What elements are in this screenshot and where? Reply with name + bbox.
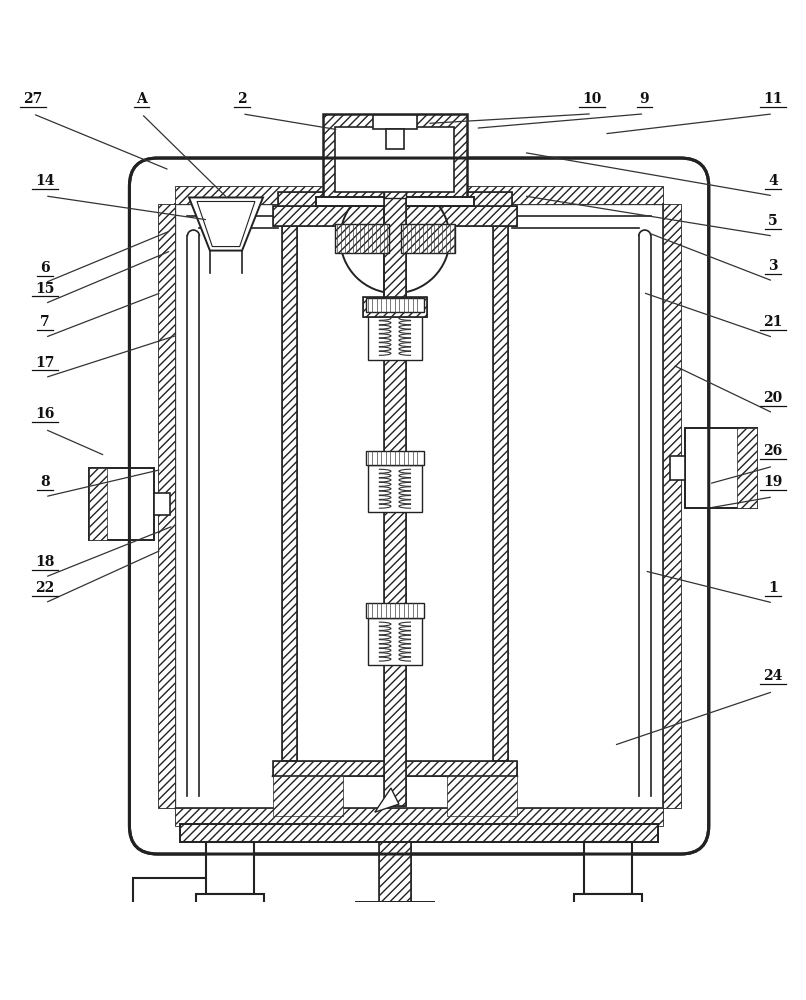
Bar bbox=[185, 947, 222, 979]
Bar bbox=[206, 842, 254, 894]
Bar bbox=[384, 166, 406, 198]
Bar bbox=[134, 878, 226, 947]
Bar bbox=[272, 206, 517, 226]
Bar bbox=[180, 979, 232, 993]
Bar bbox=[363, 166, 427, 184]
Bar bbox=[379, 842, 411, 902]
Bar bbox=[366, 298, 424, 312]
Text: 27: 27 bbox=[23, 92, 43, 106]
Text: 2: 2 bbox=[237, 92, 247, 106]
Bar bbox=[493, 226, 508, 761]
Polygon shape bbox=[189, 197, 263, 251]
Text: 16: 16 bbox=[35, 407, 55, 421]
Bar bbox=[278, 192, 512, 206]
Text: 15: 15 bbox=[35, 282, 55, 296]
Bar bbox=[272, 206, 517, 226]
Bar bbox=[737, 428, 757, 508]
Bar bbox=[158, 204, 175, 808]
Bar bbox=[175, 186, 663, 204]
Bar bbox=[379, 842, 411, 902]
Bar bbox=[278, 192, 512, 206]
Bar bbox=[384, 210, 406, 806]
Bar bbox=[387, 933, 403, 955]
Bar bbox=[368, 465, 422, 512]
Bar bbox=[175, 204, 663, 808]
Text: 5: 5 bbox=[768, 214, 778, 228]
Polygon shape bbox=[375, 788, 399, 812]
Bar bbox=[363, 166, 427, 184]
Bar bbox=[401, 224, 455, 253]
Text: 22: 22 bbox=[35, 581, 55, 595]
Bar bbox=[401, 224, 455, 253]
Text: 20: 20 bbox=[763, 391, 783, 405]
Bar bbox=[366, 451, 424, 465]
Bar bbox=[154, 493, 169, 515]
Bar bbox=[368, 312, 422, 360]
Bar bbox=[316, 197, 474, 206]
Bar bbox=[282, 226, 297, 761]
Text: 9: 9 bbox=[640, 92, 649, 106]
Bar bbox=[334, 224, 389, 253]
Bar bbox=[322, 114, 467, 198]
Bar bbox=[366, 603, 424, 618]
Bar bbox=[584, 842, 633, 894]
Bar bbox=[356, 902, 434, 933]
Bar bbox=[493, 226, 508, 761]
Text: 8: 8 bbox=[40, 475, 50, 489]
Bar bbox=[386, 129, 404, 149]
Bar bbox=[335, 127, 455, 192]
Bar bbox=[384, 210, 406, 806]
Bar bbox=[180, 824, 658, 842]
Bar bbox=[363, 297, 427, 317]
Bar bbox=[272, 776, 343, 816]
Bar bbox=[684, 428, 757, 508]
Text: 1: 1 bbox=[768, 581, 778, 595]
Text: 11: 11 bbox=[763, 92, 783, 106]
Bar bbox=[373, 115, 417, 129]
Bar bbox=[384, 166, 406, 198]
FancyBboxPatch shape bbox=[130, 158, 708, 854]
Text: 17: 17 bbox=[35, 356, 55, 370]
Bar bbox=[663, 204, 680, 808]
Bar bbox=[368, 618, 422, 665]
Text: 14: 14 bbox=[35, 174, 55, 188]
Text: 10: 10 bbox=[583, 92, 602, 106]
Bar bbox=[89, 468, 107, 540]
Bar bbox=[272, 761, 517, 776]
Bar bbox=[384, 176, 406, 309]
Text: 4: 4 bbox=[768, 174, 778, 188]
Bar bbox=[282, 226, 297, 761]
Text: 18: 18 bbox=[35, 555, 55, 569]
Text: 7: 7 bbox=[40, 315, 50, 329]
Bar bbox=[447, 776, 517, 816]
Text: 6: 6 bbox=[40, 261, 50, 275]
Text: 21: 21 bbox=[763, 315, 783, 329]
Bar bbox=[434, 910, 466, 928]
Bar bbox=[180, 824, 658, 842]
Bar bbox=[575, 894, 642, 914]
Bar bbox=[670, 456, 684, 480]
Bar bbox=[272, 761, 517, 776]
Bar bbox=[363, 297, 427, 317]
Text: 26: 26 bbox=[763, 444, 783, 458]
Bar bbox=[89, 468, 154, 540]
Text: A: A bbox=[136, 92, 147, 106]
Text: 3: 3 bbox=[768, 259, 778, 273]
Bar bbox=[384, 176, 406, 309]
Bar bbox=[175, 808, 663, 826]
Bar bbox=[138, 947, 173, 979]
Bar bbox=[196, 894, 264, 914]
Text: 19: 19 bbox=[763, 475, 783, 489]
Text: 24: 24 bbox=[763, 669, 783, 683]
Bar bbox=[334, 224, 389, 253]
Bar bbox=[127, 979, 179, 993]
Bar bbox=[297, 226, 493, 761]
Bar bbox=[322, 114, 467, 198]
